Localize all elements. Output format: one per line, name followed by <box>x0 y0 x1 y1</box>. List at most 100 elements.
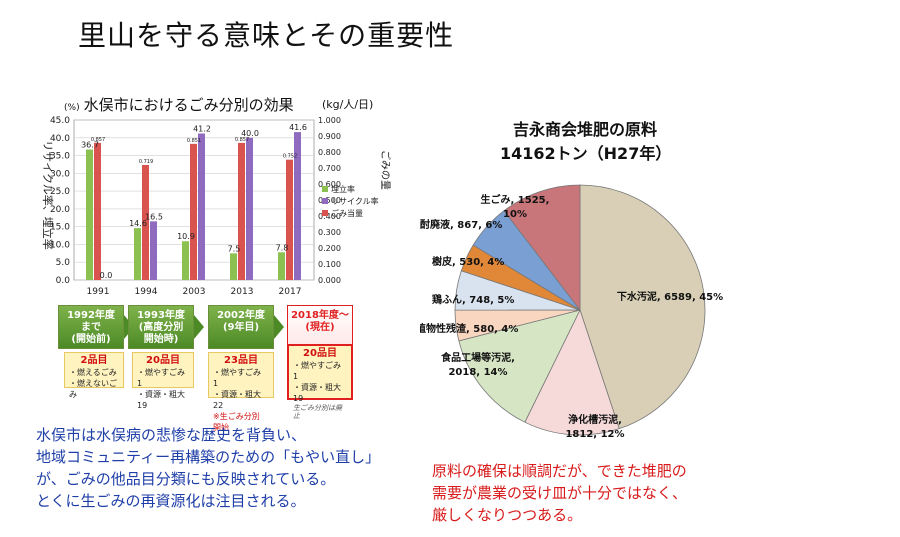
pie-slice <box>503 184 581 312</box>
timeline-step-line: (9年目) <box>222 322 260 333</box>
pie-slice-label: 樹皮, 530, 4% <box>432 255 504 268</box>
timeline-step-line: 1993年度 <box>137 310 185 321</box>
timeline-arrow-icon <box>194 315 204 339</box>
timeline-step-line: 開始時) <box>143 334 179 345</box>
timeline-step-line: (高度分別 <box>138 322 184 333</box>
x-tick-label: 2003 <box>183 287 206 297</box>
timeline-step: 2018年度～ (現在) <box>287 305 353 349</box>
pie-slices <box>454 184 706 436</box>
pie-subtitle-text: 14162トン（H27年） <box>500 144 672 163</box>
y-tick-label: 20.0 <box>50 205 70 215</box>
bar-garbage <box>94 142 101 280</box>
pie-label-line: 2018, 14% <box>448 367 507 378</box>
category-count: 20品目 <box>303 348 337 359</box>
pie-label-line: 10% <box>503 209 527 220</box>
left-axis-label: リサイクル率、埋立率 <box>41 140 55 249</box>
y-tick-label: 40.0 <box>50 134 70 144</box>
data-label: 7.8 <box>276 243 289 252</box>
y2-tick-label: 0.900 <box>318 132 341 141</box>
category-count: 20品目 <box>146 355 180 366</box>
timeline-step-line: まで <box>81 322 101 333</box>
pie-slice-label: 生ごみ, 1525, 10% <box>481 193 550 220</box>
right-axis-label: ごみの量 <box>379 150 392 190</box>
timeline-arrow-icon <box>274 315 284 339</box>
data-label: 40.0 <box>241 129 259 138</box>
bar-title-text: 水俣市におけるごみ分別の効果 <box>83 96 294 114</box>
bar-recycle <box>294 132 301 280</box>
bar-landfill <box>230 253 237 280</box>
y-tick-label: 10.0 <box>50 240 70 250</box>
bar-chart-title: (%) 水俣市におけるごみ分別の効果 <box>64 94 294 115</box>
pie-slice <box>579 184 706 430</box>
pie-title-text: 吉永商会堆肥の原料 <box>512 120 657 139</box>
y-tick-label: 30.0 <box>50 169 70 179</box>
y2-tick-label: 0.200 <box>318 244 341 253</box>
pie-label-line: 1812, 12% <box>565 429 624 440</box>
timeline-step-line: 1992年度 <box>67 310 115 321</box>
data-label: 0.719 <box>139 159 153 165</box>
left-text-line: とくに生ごみの再資源化は注目される。 <box>36 492 306 510</box>
category-line: ・資源・粗大19 <box>293 383 341 403</box>
y-tick-label: 25.0 <box>50 187 70 197</box>
y2-tick-label: 0.500 <box>318 196 341 205</box>
timeline-step-line: 2002年度 <box>217 310 265 321</box>
category-note: ※生ごみ分別 <box>213 412 260 421</box>
category-box: 2品目・燃えるごみ・燃えないごみ <box>64 352 124 399</box>
percent-unit: (%) <box>64 103 80 113</box>
pie-label-line: 動植物性残渣, 580, 4% <box>420 322 518 335</box>
bar-recycle <box>198 133 205 280</box>
pie-slice-label: 動植物性残渣, 580, 4% <box>420 322 518 335</box>
bar-data-labels: 36.70.8570.014.60.71916.510.90.85141.27.… <box>81 123 307 280</box>
left-text-line: 地域コミュニティー再構築のための「もやい直し」 <box>36 448 381 466</box>
right-text-line: 厳しくなりつつある。 <box>432 506 583 524</box>
category-line: ・資源・粗大22 <box>213 390 261 410</box>
bar-chart: 0.0 5.0 10.0 15.0 20.0 25.0 30.0 35.0 40.0 45.0 0.… <box>41 116 392 297</box>
category-box: 20品目 ・燃やすごみ 1 ・資源・粗大19 生ごみ分別は廃止 <box>287 344 353 420</box>
timeline-step: 1993年度 (高度分別 開始時) <box>128 305 194 349</box>
legend-label: 埋立率 <box>331 184 355 194</box>
bar-ticks: 0.0 5.0 10.0 15.0 20.0 25.0 30.0 35.0 40.0 45.0 0.… <box>50 116 341 297</box>
handwritten-note: 生ごみ分別は廃止 <box>293 404 342 420</box>
right-axis-unit: (kg/人/日) <box>322 98 374 111</box>
category-line: ・燃えるごみ <box>69 368 117 377</box>
left-text-line: 水俣市は水俣病の悲惨な歴史を背負い、 <box>36 426 307 444</box>
category-line: ・燃やすごみ 1 <box>137 368 193 388</box>
legend-swatch <box>322 198 328 204</box>
category-count: 23品目 <box>224 355 258 366</box>
right-text-line: 原料の確保は順調だが、できた堆肥の <box>432 462 687 480</box>
category-count: 2品目 <box>80 355 108 366</box>
pie-label-line: 下水汚泥, 6589, 45% <box>617 290 723 303</box>
legend-swatch <box>322 210 328 216</box>
bar-garbage <box>142 164 149 280</box>
bar-garbage <box>286 159 293 280</box>
pie-slice <box>458 309 581 423</box>
pie-chart: 下水汚泥, 6589, 45% 浄化槽汚泥, 1812, 12% 食品工場等汚泥, 20… <box>420 184 723 440</box>
data-label: 10.9 <box>177 232 195 241</box>
x-tick-label: 2013 <box>231 287 254 297</box>
timeline-step-line: (現在) <box>305 322 335 333</box>
x-tick-label: 1994 <box>135 287 158 297</box>
bar-landfill <box>278 252 285 280</box>
y-tick-label: 45.0 <box>50 116 70 126</box>
pie-labels: 下水汚泥, 6589, 45% 浄化槽汚泥, 1812, 12% 食品工場等汚泥, 20… <box>420 193 723 440</box>
category-line: ・燃えないごみ <box>69 379 117 399</box>
x-tick-label: 1991 <box>87 287 110 297</box>
pie-chart-title: 吉永商会堆肥の原料 14162トン（H27年） <box>500 118 672 166</box>
right-description: 原料の確保は順調だが、できた堆肥の 需要が農業の受け皿が十分ではなく、 厳しくな… <box>432 460 687 526</box>
bar-marks <box>86 132 301 280</box>
y2-tick-label: 1.000 <box>318 116 341 125</box>
pie-slice-label: 浄化槽汚泥, 1812, 12% <box>565 413 624 440</box>
data-label: 36.7 <box>81 141 99 150</box>
data-label: 41.2 <box>193 125 211 134</box>
timeline-step-line: 2018年度～ <box>291 310 349 321</box>
data-label: 16.5 <box>145 212 163 221</box>
pie-slice-label: 鶏ふん, 748, 5% <box>432 293 514 306</box>
timeline-step: 1992年度 まで (開始前) <box>58 305 124 349</box>
bar-garbage <box>190 143 197 280</box>
bar-landfill <box>134 228 141 280</box>
data-label: 0.752 <box>283 154 297 160</box>
category-box: 20品目 ・燃やすごみ 1 ・資源・粗大19 <box>132 352 194 410</box>
timeline-step-line: (開始前) <box>71 334 111 345</box>
y-tick-label: 35.0 <box>50 152 70 162</box>
